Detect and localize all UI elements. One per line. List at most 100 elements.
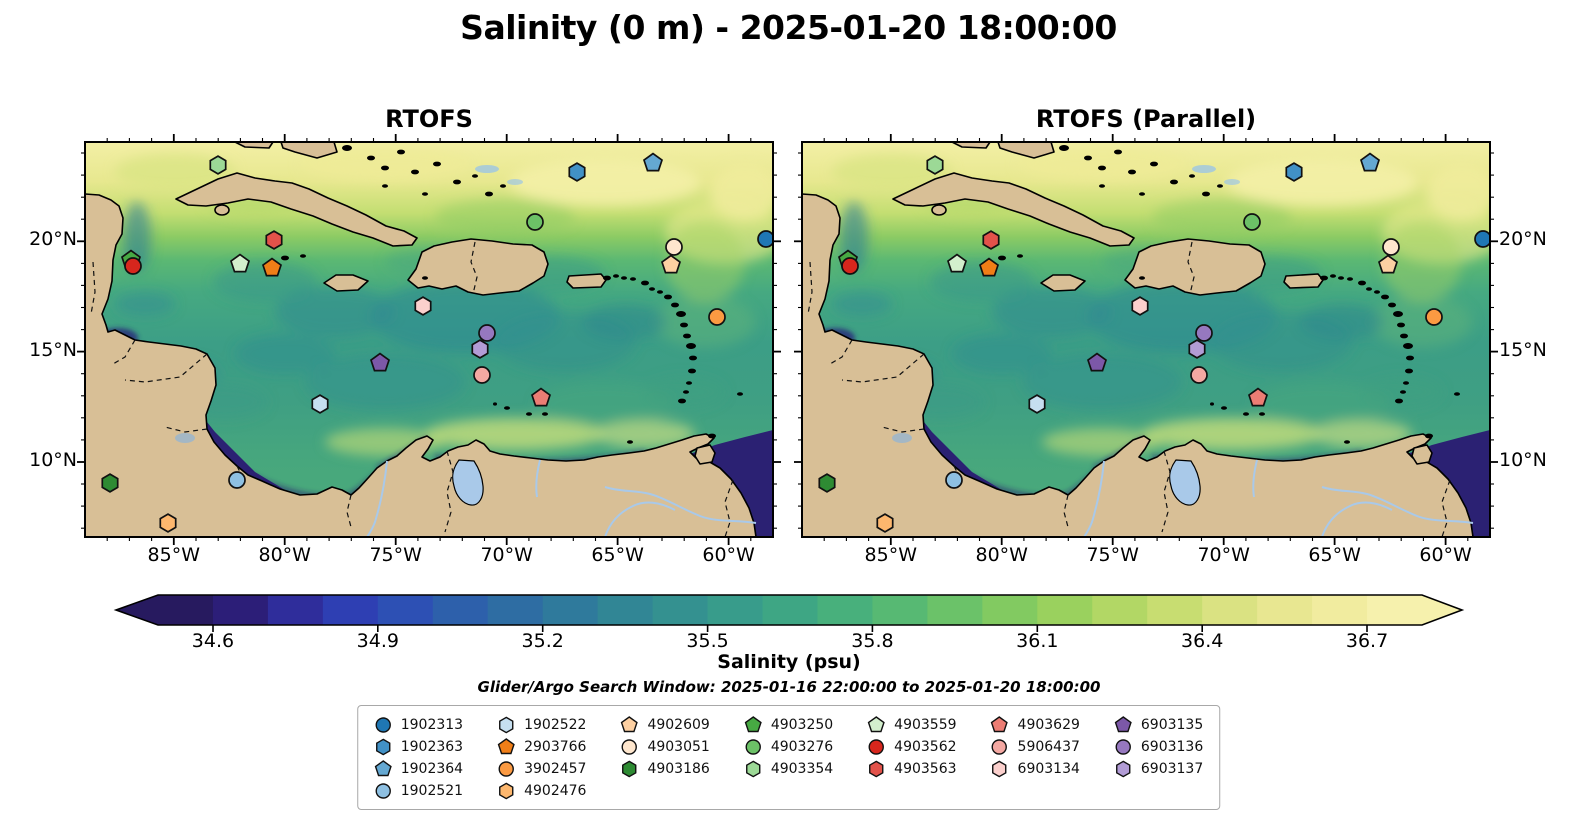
lon-tick-label: 80°W (975, 544, 1028, 566)
platform-marker-6903137 (1115, 760, 1131, 777)
legend-item-4903563: 4903563 (867, 758, 957, 779)
land-isla-juventud (214, 204, 230, 216)
platform-marker-4903186 (101, 473, 119, 493)
legend-item-4903051: 4903051 (620, 736, 710, 757)
lat-tick-label: 15°N (29, 338, 77, 361)
plot-border (801, 141, 1491, 538)
platform-marker-6903134 (992, 760, 1007, 777)
circle-marker-icon (375, 716, 391, 733)
circle-marker-icon (1115, 738, 1131, 755)
platform-marker-2903766 (261, 257, 283, 277)
platform-marker-1902313 (757, 230, 773, 248)
platform-marker-1902363 (375, 738, 390, 755)
legend-platform-id: 6903137 (1140, 760, 1204, 777)
legend-item-1902313: 1902313 (374, 714, 463, 735)
platform-marker-4902476 (498, 782, 514, 799)
lake-maracaibo (452, 459, 484, 506)
circle-marker-icon (745, 738, 761, 755)
platform-marker-4903629 (1247, 387, 1269, 407)
legend-platform-id: 4902609 (647, 716, 710, 733)
land-hispaniola (407, 238, 549, 296)
legend-platform-id: 6903136 (1140, 738, 1204, 755)
land-jamaica (323, 274, 369, 292)
lon-tick-label: 80°W (258, 544, 311, 566)
legend-platform-id: 2903766 (524, 738, 587, 755)
colorbar-tick-label: 36.4 (1181, 630, 1224, 652)
legend-platform-id: 1902313 (400, 716, 464, 733)
land-cuba (175, 172, 418, 247)
legend-item-4903562: 4903562 (867, 736, 957, 757)
pentagon-marker-icon (744, 715, 762, 732)
platform-marker-4903051 (665, 238, 683, 256)
panel-title-rtofs-parallel: RTOFS (Parallel) (1035, 105, 1257, 133)
hexagon-marker-icon (498, 782, 514, 799)
legend-item-1902522: 1902522 (497, 714, 586, 735)
lon-tick-label: 75°W (369, 544, 422, 566)
platform-marker-1902363 (1285, 162, 1303, 182)
map-canvas (77, 134, 781, 545)
legend-platform-id: 5906437 (1017, 738, 1080, 755)
legend-platform-id: 4903051 (647, 738, 710, 755)
platform-marker-6903135 (1086, 352, 1108, 372)
land-bahamas (280, 142, 338, 159)
land-central-south-america (85, 193, 757, 537)
legend-item-4903354: 4903354 (744, 758, 833, 779)
platform-marker-1902521 (945, 471, 963, 489)
legend-platform-id: 6903134 (1017, 760, 1080, 777)
legend-platform-id: 1902364 (400, 760, 464, 777)
legend-item-1902363: 1902363 (374, 736, 463, 757)
colorbar-tick-label: 35.2 (521, 630, 564, 652)
lon-tick-label: 70°W (1197, 544, 1250, 566)
map-canvas (794, 134, 1498, 545)
hexagon-marker-icon (498, 716, 514, 733)
hexagon-marker-icon (992, 760, 1007, 777)
platform-marker-4903559 (946, 253, 968, 273)
hexagon-marker-icon (622, 760, 637, 777)
platform-marker-1902521 (375, 782, 391, 799)
legend-column: 1902522 2903766 3902457 4902476 (497, 714, 586, 801)
legend-platform-id: 4903559 (894, 716, 957, 733)
hexagon-marker-icon (375, 738, 390, 755)
circle-marker-icon (868, 738, 884, 755)
platform-marker-4903250 (744, 715, 762, 732)
platform-marker-4903051 (1382, 238, 1400, 256)
land-puerto-rico (1283, 273, 1324, 289)
platform-legend: 1902313 1902363 1902364 1902521 1902522 29037… (356, 705, 1221, 810)
legend-platform-id: 1902363 (400, 738, 464, 755)
platform-marker-1902313 (375, 716, 391, 733)
legend-item-4902476: 4902476 (497, 780, 586, 801)
legend-platform-id: 6903135 (1140, 716, 1204, 733)
legend-item-4903276: 4903276 (744, 736, 833, 757)
map-panel-rtofs-parallel: RTOFS (Parallel) 85°W 80°W 75°W 70°W 65°W 60°… (794, 105, 1547, 565)
platform-marker-1902364 (374, 759, 392, 776)
map-panel-rtofs: RTOFS 85°W 80°W 75°W 70°W 65°W 60°W 20°N 15°N 10… (29, 105, 781, 565)
legend-column: 4903250 4903276 4903354 (744, 714, 833, 801)
colorbar-tick-label: 34.6 (191, 630, 235, 652)
platform-marker-6903134 (1131, 296, 1149, 316)
pentagon-marker-icon (867, 715, 885, 732)
lake-maracaibo (1169, 459, 1201, 506)
salinity-eddies (115, 148, 773, 456)
land-florida (951, 142, 991, 149)
hexagon-marker-icon (1115, 760, 1131, 777)
land-florida (234, 142, 274, 149)
platform-marker-1902521 (228, 471, 246, 489)
platform-marker-4903276 (745, 738, 761, 755)
plot-border (84, 141, 774, 538)
legend-platform-id: 4903250 (770, 716, 834, 733)
circle-marker-icon (621, 738, 638, 755)
platform-marker-6903137 (471, 339, 489, 359)
platform-marker-4903563 (265, 230, 283, 250)
pentagon-marker-icon (1114, 715, 1132, 732)
pentagon-marker-icon (497, 737, 515, 754)
legend-item-4903250: 4903250 (744, 714, 833, 735)
legend-item-1902521: 1902521 (374, 780, 463, 801)
platform-marker-6903135 (369, 352, 391, 372)
platform-marker-6903134 (414, 296, 432, 316)
platform-marker-5906437 (473, 366, 491, 384)
legend-item-6903136: 6903136 (1114, 736, 1203, 757)
platform-marker-4903563 (868, 760, 884, 777)
lon-tick-label: 70°W (480, 544, 533, 566)
platform-marker-1902364 (1359, 152, 1381, 172)
circle-marker-icon (991, 738, 1008, 755)
